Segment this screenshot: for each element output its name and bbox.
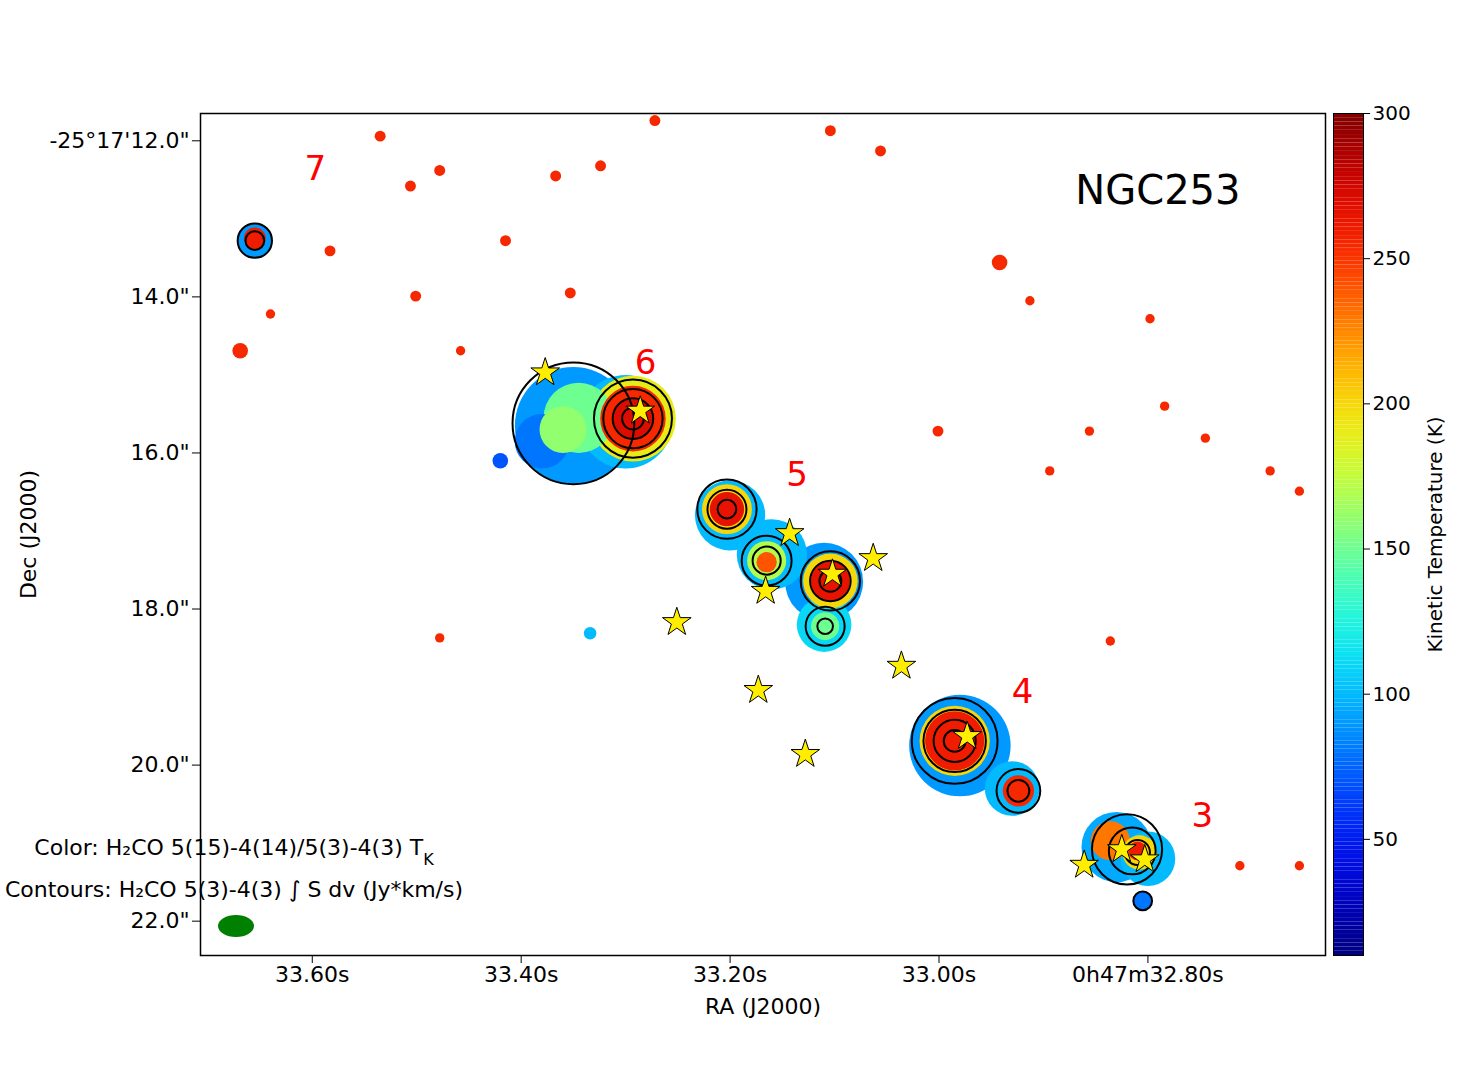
svg-text:-25°17'12.0": -25°17'12.0" [49,128,189,153]
svg-text:Kinetic Temperature (K): Kinetic Temperature (K) [1423,416,1447,652]
svg-text:5: 5 [786,454,808,494]
svg-text:NGC253: NGC253 [1075,167,1240,213]
svg-text:50: 50 [1373,827,1398,851]
svg-text:18.0": 18.0" [130,596,189,621]
svg-text:150: 150 [1373,536,1411,560]
svg-text:Color: H₂CO 5(15)-4(14)/5(3)-4: Color: H₂CO 5(15)-4(14)/5(3)-4(3) TK [34,835,434,869]
svg-text:3: 3 [1191,795,1213,835]
svg-text:4: 4 [1012,671,1034,711]
svg-text:33.60s: 33.60s [275,962,349,987]
svg-text:16.0": 16.0" [130,440,189,465]
svg-text:RA (J2000): RA (J2000) [705,994,821,1019]
svg-text:Contours: H₂CO 5(3)-4(3) ∫ S d: Contours: H₂CO 5(3)-4(3) ∫ S dv (Jy*km/s… [5,877,463,902]
svg-text:33.00s: 33.00s [902,962,976,987]
svg-text:33.20s: 33.20s [693,962,767,987]
svg-text:14.0": 14.0" [130,284,189,309]
svg-text:7: 7 [305,148,327,188]
svg-text:300: 300 [1373,101,1411,125]
svg-text:100: 100 [1373,682,1411,706]
svg-text:Dec (J2000): Dec (J2000) [16,470,41,599]
svg-text:0h47m32.80s: 0h47m32.80s [1072,962,1224,987]
svg-text:6: 6 [635,342,657,382]
svg-text:22.0": 22.0" [130,908,189,933]
svg-text:33.40s: 33.40s [484,962,558,987]
svg-text:20.0": 20.0" [130,752,189,777]
svg-text:250: 250 [1373,246,1411,270]
svg-text:200: 200 [1373,391,1411,415]
